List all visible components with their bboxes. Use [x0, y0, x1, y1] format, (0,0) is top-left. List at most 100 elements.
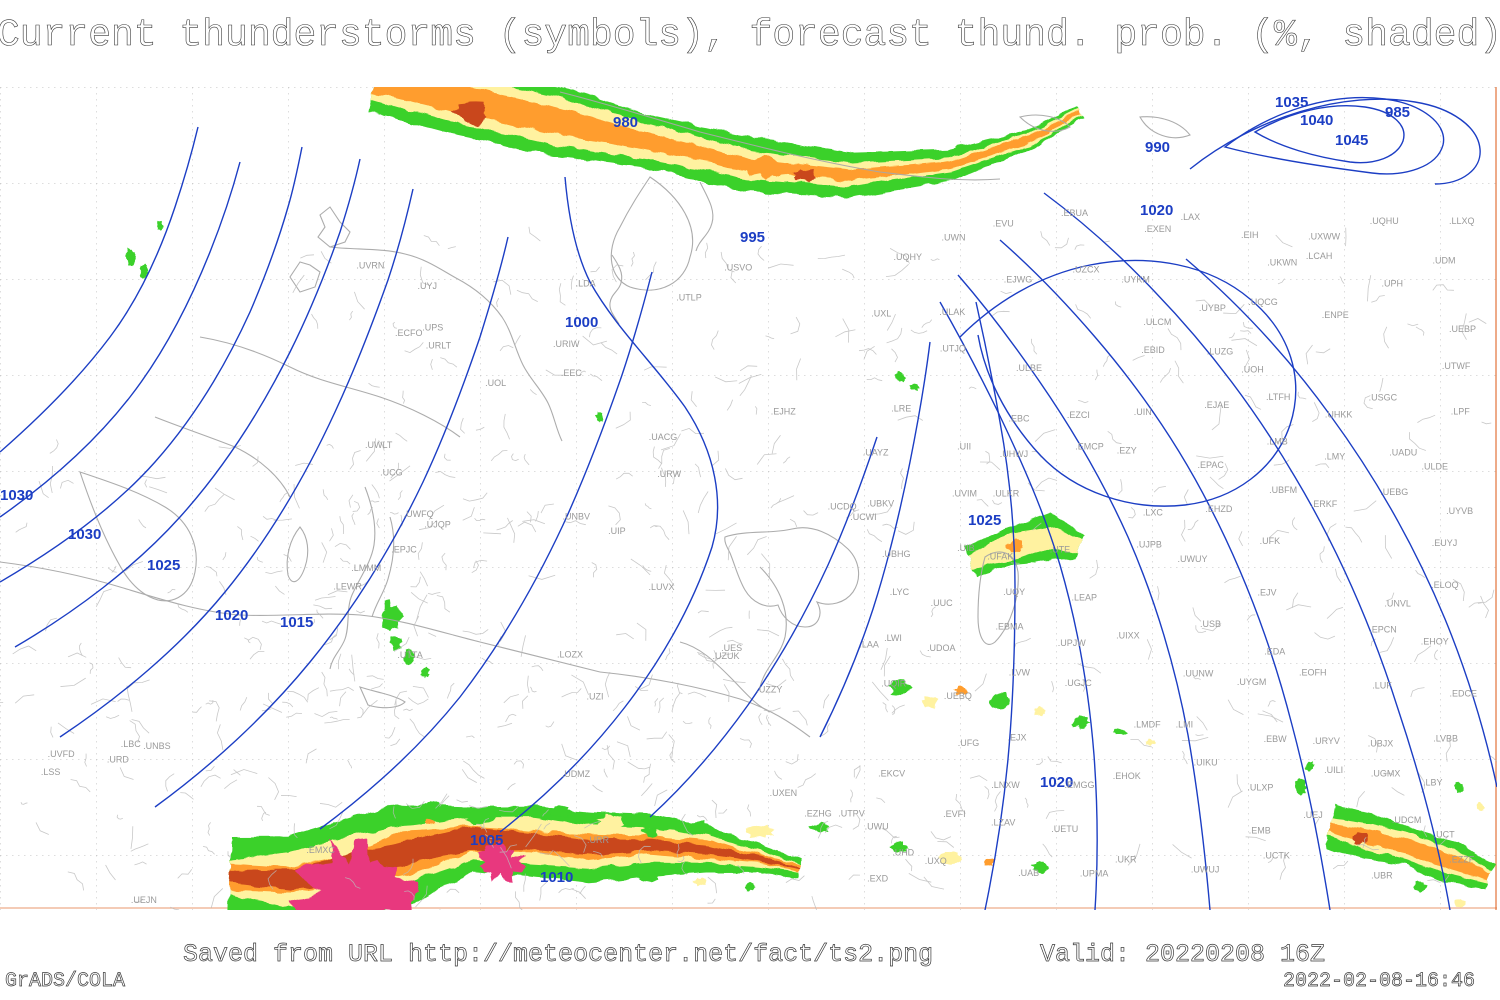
svg-text:.UCG: .UCG	[380, 467, 403, 477]
svg-text:.LWI: .LWI	[884, 633, 902, 643]
svg-text:.UWFQ: .UWFQ	[404, 509, 434, 519]
svg-text:.UVIM: .UVIM	[952, 489, 977, 499]
svg-text:.UCTK: .UCTK	[1263, 851, 1290, 861]
svg-text:.UBHG: .UBHG	[882, 549, 911, 559]
svg-text:1015: 1015	[280, 614, 313, 631]
svg-text:.ULBE: .ULBE	[1016, 363, 1042, 373]
svg-text:.EIH: .EIH	[1241, 230, 1259, 240]
svg-text:.UIB: .UIB	[957, 543, 975, 553]
svg-text:1035: 1035	[1275, 94, 1308, 111]
svg-text:.UOH: .UOH	[1241, 364, 1264, 374]
svg-text:1040: 1040	[1300, 112, 1333, 129]
svg-text:.LBC: .LBC	[121, 739, 142, 749]
svg-text:.UCT: .UCT	[1434, 830, 1455, 840]
svg-text:.UETU: .UETU	[1051, 824, 1078, 834]
svg-text:.UOL: .UOL	[485, 378, 506, 388]
svg-text:.UGMX: .UGMX	[1371, 769, 1401, 779]
svg-text:.EJWG: .EJWG	[1004, 274, 1033, 284]
svg-text:.LLXQ: .LLXQ	[1449, 216, 1475, 226]
svg-text:.ULAK: .ULAK	[939, 307, 965, 317]
svg-text:.UEJ: .UEJ	[1303, 810, 1323, 820]
svg-text:.LRE: .LRE	[891, 404, 911, 414]
svg-text:.UPH: .UPH	[1382, 279, 1404, 289]
svg-text:.LAX: .LAX	[1181, 212, 1201, 222]
svg-text:.UWUJ: .UWUJ	[1191, 864, 1220, 874]
svg-text:.UTWF: .UTWF	[1442, 361, 1471, 371]
svg-text:.UIXX: .UIXX	[1116, 631, 1140, 641]
svg-text:.UJQP: .UJQP	[424, 520, 451, 530]
svg-text:.UUNW: .UUNW	[1183, 669, 1214, 679]
svg-text:.LZAV: .LZAV	[991, 818, 1015, 828]
svg-text:.EJHZ: .EJHZ	[771, 407, 797, 417]
svg-text:.EJV: .EJV	[1258, 588, 1277, 598]
svg-text:.USB: .USB	[1200, 619, 1221, 629]
svg-text:.ENPE: .ENPE	[1322, 310, 1349, 320]
svg-text:.LMB: .LMB	[1267, 437, 1288, 447]
svg-text:.LXC: .LXC	[1143, 507, 1164, 517]
svg-text:.LAA: .LAA	[859, 640, 879, 650]
svg-text:.UJPB: .UJPB	[1136, 540, 1162, 550]
svg-text:.UVFD: .UVFD	[48, 749, 76, 759]
svg-text:.UKR: .UKR	[1115, 854, 1137, 864]
svg-text:.LVW: .LVW	[1009, 667, 1031, 677]
svg-text:.UZZY: .UZZY	[756, 685, 782, 695]
svg-text:.UYJ: .UYJ	[418, 281, 438, 291]
svg-text:.LTFH: .LTFH	[1266, 392, 1290, 402]
svg-text:.EEC: .EEC	[561, 368, 583, 378]
svg-text:.URR: .URR	[587, 835, 609, 845]
svg-text:.UQIR: .UQIR	[881, 678, 907, 688]
svg-text:.ULXP: .ULXP	[1247, 783, 1273, 793]
svg-text:985: 985	[1385, 104, 1410, 121]
svg-text:.EJX: .EJX	[1008, 732, 1027, 742]
svg-text:.UYBP: .UYBP	[1199, 303, 1226, 313]
svg-text:.UHKK: .UHKK	[1325, 410, 1353, 420]
svg-text:.EMB: .EMB	[1249, 826, 1271, 836]
svg-text:.UDMZ: .UDMZ	[562, 769, 591, 779]
svg-text:.UII: .UII	[957, 441, 971, 451]
svg-text:1000: 1000	[565, 314, 598, 331]
svg-text:.EZHG: .EZHG	[804, 809, 832, 819]
svg-text:.EBID: .EBID	[1141, 345, 1165, 355]
svg-text:995: 995	[740, 229, 765, 246]
svg-text:.UCDQ: .UCDQ	[828, 502, 857, 512]
svg-text:.ULCM: .ULCM	[1143, 317, 1171, 327]
svg-text:1025: 1025	[147, 557, 180, 574]
svg-text:.UZI: .UZI	[587, 691, 604, 701]
svg-text:.LVBB: .LVBB	[1433, 734, 1458, 744]
svg-text:.LMDF: .LMDF	[1134, 719, 1162, 729]
svg-text:.UDOA: .UDOA	[927, 643, 956, 653]
svg-text:.UPMA: .UPMA	[1080, 869, 1109, 879]
svg-text:.UBJX: .UBJX	[1368, 739, 1394, 749]
svg-text:.LMI: .LMI	[1176, 719, 1194, 729]
svg-text:.UZCX: .UZCX	[1073, 265, 1100, 275]
svg-text:.EZZF: .EZZF	[1449, 854, 1474, 864]
svg-text:.ELOQ: .ELOQ	[1431, 580, 1459, 590]
svg-text:.EXEN: .EXEN	[1144, 224, 1171, 234]
svg-text:.UPJW: .UPJW	[1058, 638, 1087, 648]
svg-text:.UQY: .UQY	[1003, 587, 1025, 597]
svg-text:1020: 1020	[215, 607, 248, 624]
svg-text:.EOFH: .EOFH	[1299, 668, 1327, 678]
svg-text:.UXQ: .UXQ	[925, 856, 947, 866]
svg-text:.UDCM: .UDCM	[1392, 815, 1422, 825]
svg-text:.UAB: .UAB	[1018, 868, 1039, 878]
svg-text:1030: 1030	[68, 526, 101, 543]
svg-text:.LYC: .LYC	[890, 587, 910, 597]
svg-text:.USGC: .USGC	[1369, 392, 1398, 402]
svg-text:.UWUY: .UWUY	[1178, 554, 1208, 564]
svg-text:.EPAC: .EPAC	[1198, 460, 1225, 470]
svg-text:.UBFM: .UBFM	[1269, 485, 1297, 495]
svg-text:.UKWN: .UKWN	[1267, 257, 1297, 267]
svg-text:.EVFI: .EVFI	[943, 809, 966, 819]
svg-text:.LEWR: .LEWR	[333, 581, 362, 591]
svg-text:.UYKM: .UYKM	[1121, 275, 1150, 285]
svg-text:.UACG: .UACG	[649, 432, 678, 442]
svg-text:1020: 1020	[1140, 202, 1173, 219]
svg-text:.UVRN: .UVRN	[356, 261, 384, 271]
svg-text:.ERKF: .ERKF	[1311, 499, 1338, 509]
svg-text:.UFAK: .UFAK	[987, 552, 1013, 562]
svg-text:.EBMA: .EBMA	[996, 622, 1024, 632]
svg-text:.UTE: .UTE	[1050, 545, 1071, 555]
svg-text:.UYGM: .UYGM	[1237, 677, 1267, 687]
svg-text:.LCAH: .LCAH	[1306, 251, 1333, 261]
